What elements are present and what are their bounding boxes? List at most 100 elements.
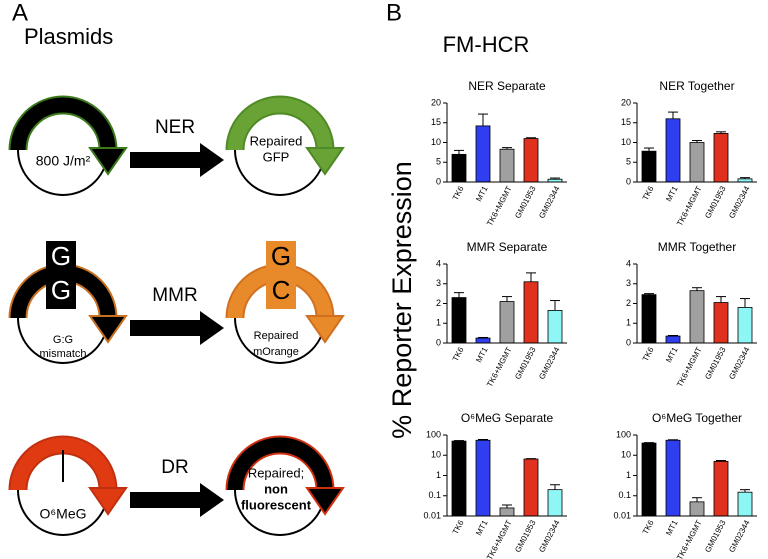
y-tick-label: 1 bbox=[436, 470, 441, 480]
process-arrow bbox=[130, 483, 224, 517]
plasmid-label: mismatch bbox=[39, 348, 86, 360]
y-tick-label: 10 bbox=[431, 137, 441, 147]
x-tick-label: GM01953 bbox=[513, 345, 538, 381]
x-tick-label: GM02344 bbox=[727, 345, 752, 381]
x-tick-label: TK6 bbox=[451, 184, 466, 202]
x-tick-label: TK6+MGMT bbox=[485, 519, 514, 559]
x-tick-label: MT1 bbox=[664, 518, 680, 537]
plasmid-label: Repaired bbox=[250, 133, 303, 148]
y-tick-label: 1 bbox=[436, 318, 441, 328]
y-tick-label: 15 bbox=[621, 117, 631, 127]
x-tick-label: TK6+MGMT bbox=[675, 519, 704, 559]
y-tick-label: 3 bbox=[436, 278, 441, 288]
x-tick-label: GM02344 bbox=[727, 184, 752, 220]
bar bbox=[475, 337, 491, 344]
y-tick-label: 20 bbox=[431, 97, 441, 107]
process-label: MMR bbox=[152, 285, 197, 306]
x-tick-label: MT1 bbox=[664, 184, 680, 203]
bar bbox=[499, 148, 515, 183]
y-tick-label: 15 bbox=[431, 117, 441, 127]
chart-title: NER Together bbox=[659, 79, 734, 93]
bar bbox=[475, 439, 491, 517]
bar bbox=[451, 297, 467, 344]
plasmid-label: 800 J/m² bbox=[36, 153, 91, 169]
y-tick-label: 0.01 bbox=[613, 510, 631, 520]
x-tick-label: MT1 bbox=[474, 518, 490, 537]
bar bbox=[665, 118, 681, 183]
arrowhead bbox=[88, 315, 128, 344]
x-tick-label: MT1 bbox=[664, 345, 680, 364]
y-tick-label: 1 bbox=[626, 318, 631, 328]
chart-title: MMR Separate bbox=[467, 240, 548, 254]
bar bbox=[713, 302, 729, 344]
plasmid-label: G:G bbox=[53, 334, 73, 346]
process-label: DR bbox=[161, 457, 188, 478]
x-tick-label: GM01953 bbox=[703, 518, 728, 554]
y-tick-label: 0.01 bbox=[423, 510, 441, 520]
bar bbox=[665, 439, 681, 517]
x-tick-label: TK6+MGMT bbox=[675, 346, 704, 389]
x-tick-label: TK6 bbox=[641, 518, 656, 536]
plasmid-label: fluorescent bbox=[241, 497, 312, 512]
panel-title: FM-HCR bbox=[443, 32, 530, 57]
bar bbox=[547, 489, 563, 517]
y-tick-label: 0.1 bbox=[618, 490, 631, 500]
y-tick-label: 3 bbox=[626, 278, 631, 288]
y-tick-label: 2 bbox=[626, 298, 631, 308]
arrowhead bbox=[88, 147, 128, 176]
bar bbox=[523, 458, 539, 517]
bar bbox=[665, 335, 681, 344]
y-tick-label: 0.1 bbox=[428, 490, 441, 500]
bar bbox=[475, 125, 491, 183]
y-tick-label: 1 bbox=[626, 470, 631, 480]
bar bbox=[523, 281, 539, 344]
panel-label: A bbox=[12, 0, 28, 26]
x-tick-label: GM02344 bbox=[537, 518, 562, 554]
plasmid-label: Repaired; bbox=[248, 465, 304, 480]
chart-title: O⁶MeG Together bbox=[652, 411, 742, 425]
x-tick-label: GM02344 bbox=[537, 184, 562, 220]
chart-title: NER Separate bbox=[468, 79, 546, 93]
chart-title: O⁶MeG Separate bbox=[461, 411, 554, 425]
y-tick-label: 5 bbox=[436, 157, 441, 167]
x-tick-label: TK6 bbox=[641, 345, 656, 363]
plasmid-label: Repaired bbox=[254, 330, 299, 342]
base-box bbox=[46, 241, 76, 309]
panel-label: B bbox=[386, 0, 402, 26]
base-letter: G bbox=[51, 241, 71, 271]
x-tick-label: GM01953 bbox=[703, 345, 728, 381]
plasmid-arc bbox=[227, 97, 333, 151]
x-tick-label: TK6+MGMT bbox=[485, 185, 514, 228]
base-box bbox=[266, 241, 296, 309]
y-tick-label: 0 bbox=[436, 176, 441, 186]
x-tick-label: GM02344 bbox=[537, 345, 562, 381]
y-tick-label: 10 bbox=[621, 137, 631, 147]
x-tick-label: GM01953 bbox=[513, 518, 538, 554]
y-tick-label: 20 bbox=[621, 97, 631, 107]
arrowhead bbox=[305, 147, 345, 176]
bar bbox=[713, 133, 729, 183]
plasmid-label: mOrange bbox=[253, 346, 299, 358]
bar bbox=[451, 440, 467, 517]
bar bbox=[689, 142, 705, 183]
panel-title: Plasmids bbox=[24, 24, 113, 49]
bar bbox=[713, 460, 729, 517]
bar bbox=[547, 310, 563, 344]
arrowhead bbox=[305, 487, 345, 516]
plasmid-arc bbox=[10, 437, 116, 491]
y-tick-label: 0 bbox=[626, 337, 631, 347]
bar bbox=[641, 294, 657, 344]
bar bbox=[499, 301, 515, 344]
x-tick-label: TK6 bbox=[451, 518, 466, 536]
y-tick-label: 100 bbox=[426, 429, 441, 439]
arrowhead bbox=[305, 315, 345, 344]
base-letter: G bbox=[51, 275, 71, 305]
process-arrow bbox=[130, 143, 224, 177]
y-tick-label: 0 bbox=[436, 337, 441, 347]
plasmid-arc bbox=[227, 437, 333, 491]
y-tick-label: 2 bbox=[436, 298, 441, 308]
bar bbox=[499, 507, 515, 517]
y-tick-label: 0 bbox=[626, 176, 631, 186]
x-tick-label: MT1 bbox=[474, 184, 490, 203]
